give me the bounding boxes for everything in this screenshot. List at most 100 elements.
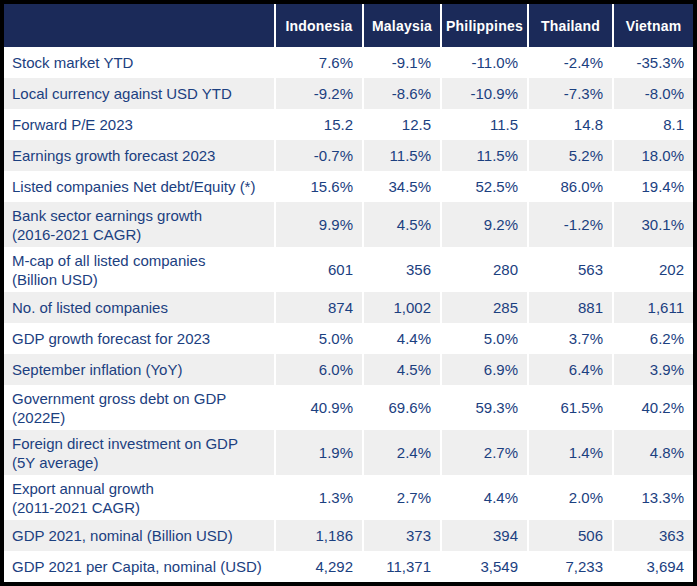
cell-value: 601 bbox=[275, 247, 363, 292]
table-row: Forward P/E 202315.212.511.514.88.1 bbox=[4, 109, 693, 140]
cell-value: 4.5% bbox=[363, 354, 441, 385]
table-body: Stock market YTD7.6%-9.1%-11.0%-2.4%-35.… bbox=[4, 47, 693, 582]
cell-value: 3.9% bbox=[613, 354, 693, 385]
cell-value: -35.3% bbox=[613, 47, 693, 78]
cell-value: 3.7% bbox=[528, 323, 613, 354]
table-row: Government gross debt on GDP (2022E)40.9… bbox=[4, 385, 693, 430]
cell-value: 15.6% bbox=[275, 171, 363, 202]
cell-value: -2.4% bbox=[528, 47, 613, 78]
cell-value: 1.3% bbox=[275, 475, 363, 520]
cell-value: -9.2% bbox=[275, 78, 363, 109]
column-header-malaysia: Malaysia bbox=[363, 4, 441, 47]
cell-value: 881 bbox=[528, 292, 613, 323]
cell-value: 356 bbox=[363, 247, 441, 292]
table-row: No. of listed companies8741,0022858811,6… bbox=[4, 292, 693, 323]
row-label: Forward P/E 2023 bbox=[4, 109, 275, 140]
table-row: Export annual growth (2011-2021 CAGR)1.3… bbox=[4, 475, 693, 520]
row-label: September inflation (YoY) bbox=[4, 354, 275, 385]
cell-value: 4.5% bbox=[363, 202, 441, 247]
cell-value: 34.5% bbox=[363, 171, 441, 202]
cell-value: -8.6% bbox=[363, 78, 441, 109]
table-row: M-cap of all listed companies (Billion U… bbox=[4, 247, 693, 292]
row-label: Government gross debt on GDP (2022E) bbox=[4, 385, 275, 430]
cell-value: 2.7% bbox=[363, 475, 441, 520]
cell-value: 5.2% bbox=[528, 140, 613, 171]
cell-value: 373 bbox=[363, 520, 441, 551]
column-header-indonesia: Indonesia bbox=[275, 4, 363, 47]
cell-value: 14.8 bbox=[528, 109, 613, 140]
row-label: Export annual growth (2011-2021 CAGR) bbox=[4, 475, 275, 520]
cell-value: 13.3% bbox=[613, 475, 693, 520]
cell-value: 4.8% bbox=[613, 430, 693, 475]
cell-value: 11.5 bbox=[441, 109, 528, 140]
column-header-vietnam: Vietnam bbox=[613, 4, 693, 47]
cell-value: 1.4% bbox=[528, 430, 613, 475]
table-row: GDP 2021 per Capita, nominal (USD)4,2921… bbox=[4, 551, 693, 582]
row-label: M-cap of all listed companies (Billion U… bbox=[4, 247, 275, 292]
cell-value: 563 bbox=[528, 247, 613, 292]
cell-value: 6.4% bbox=[528, 354, 613, 385]
cell-value: 874 bbox=[275, 292, 363, 323]
row-label: No. of listed companies bbox=[4, 292, 275, 323]
cell-value: 6.0% bbox=[275, 354, 363, 385]
cell-value: 18.0% bbox=[613, 140, 693, 171]
row-label: Listed companies Net debt/Equity (*) bbox=[4, 171, 275, 202]
cell-value: 280 bbox=[441, 247, 528, 292]
cell-value: 5.0% bbox=[441, 323, 528, 354]
cell-value: 7,233 bbox=[528, 551, 613, 582]
cell-value: 19.4% bbox=[613, 171, 693, 202]
row-label: Bank sector earnings growth (2016-2021 C… bbox=[4, 202, 275, 247]
cell-value: -8.0% bbox=[613, 78, 693, 109]
table-row: Stock market YTD7.6%-9.1%-11.0%-2.4%-35.… bbox=[4, 47, 693, 78]
column-header-philippines: Philippines bbox=[441, 4, 528, 47]
table-row: Bank sector earnings growth (2016-2021 C… bbox=[4, 202, 693, 247]
row-label: GDP 2021 per Capita, nominal (USD) bbox=[4, 551, 275, 582]
cell-value: 1,186 bbox=[275, 520, 363, 551]
cell-value: 3,694 bbox=[613, 551, 693, 582]
cell-value: 15.2 bbox=[275, 109, 363, 140]
cell-value: 3,549 bbox=[441, 551, 528, 582]
cell-value: 40.2% bbox=[613, 385, 693, 430]
cell-value: -7.3% bbox=[528, 78, 613, 109]
cell-value: 69.6% bbox=[363, 385, 441, 430]
cell-value: 6.9% bbox=[441, 354, 528, 385]
row-label: Earnings growth forecast 2023 bbox=[4, 140, 275, 171]
cell-value: 1,611 bbox=[613, 292, 693, 323]
cell-value: -11.0% bbox=[441, 47, 528, 78]
cell-value: 363 bbox=[613, 520, 693, 551]
cell-value: 2.0% bbox=[528, 475, 613, 520]
cell-value: 285 bbox=[441, 292, 528, 323]
cell-value: 11,371 bbox=[363, 551, 441, 582]
cell-value: 2.7% bbox=[441, 430, 528, 475]
cell-value: 1.9% bbox=[275, 430, 363, 475]
cell-value: -1.2% bbox=[528, 202, 613, 247]
cell-value: 61.5% bbox=[528, 385, 613, 430]
cell-value: 1,002 bbox=[363, 292, 441, 323]
cell-value: 9.9% bbox=[275, 202, 363, 247]
cell-value: 5.0% bbox=[275, 323, 363, 354]
cell-value: 30.1% bbox=[613, 202, 693, 247]
cell-value: -10.9% bbox=[441, 78, 528, 109]
cell-value: 2.4% bbox=[363, 430, 441, 475]
row-label: GDP growth forecast for 2023 bbox=[4, 323, 275, 354]
cell-value: 12.5 bbox=[363, 109, 441, 140]
cell-value: 4,292 bbox=[275, 551, 363, 582]
cell-value: 6.2% bbox=[613, 323, 693, 354]
cell-value: 4.4% bbox=[441, 475, 528, 520]
country-comparison-table: Indonesia Malaysia Philippines Thailand … bbox=[4, 4, 693, 582]
table-row: GDP 2021, nominal (Billion USD)1,1863733… bbox=[4, 520, 693, 551]
cell-value: 506 bbox=[528, 520, 613, 551]
cell-value: 86.0% bbox=[528, 171, 613, 202]
table-frame: Indonesia Malaysia Philippines Thailand … bbox=[0, 0, 697, 586]
cell-value: 202 bbox=[613, 247, 693, 292]
cell-value: 9.2% bbox=[441, 202, 528, 247]
cell-value: 8.1 bbox=[613, 109, 693, 140]
table-row: Earnings growth forecast 2023-0.7%11.5%1… bbox=[4, 140, 693, 171]
table-row: September inflation (YoY)6.0%4.5%6.9%6.4… bbox=[4, 354, 693, 385]
cell-value: 52.5% bbox=[441, 171, 528, 202]
table-row: GDP growth forecast for 20235.0%4.4%5.0%… bbox=[4, 323, 693, 354]
cell-value: 11.5% bbox=[441, 140, 528, 171]
cell-value: -9.1% bbox=[363, 47, 441, 78]
cell-value: 4.4% bbox=[363, 323, 441, 354]
table-row: Local currency against USD YTD-9.2%-8.6%… bbox=[4, 78, 693, 109]
